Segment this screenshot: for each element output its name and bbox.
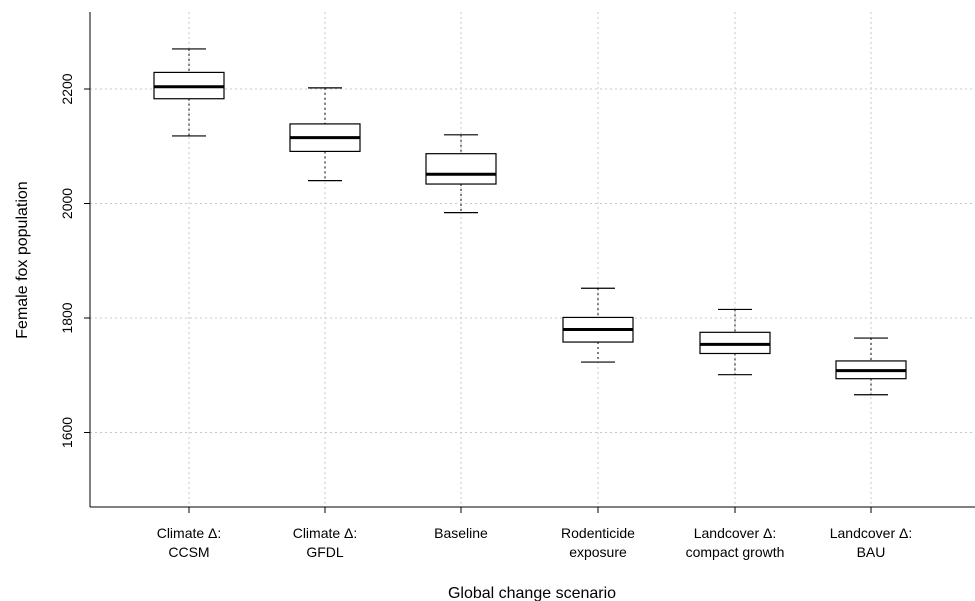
- x-category-label: Rodenticide exposure: [561, 525, 635, 560]
- x-category-label-line: GFDL: [306, 544, 344, 560]
- x-category-label: Landcover Δ: compact growth: [686, 525, 785, 560]
- y-tick-label: 2000: [59, 188, 75, 219]
- iqr-box: [425, 153, 497, 185]
- y-tick-label: 1600: [59, 417, 75, 448]
- box-5: [699, 308, 771, 376]
- x-category-label-line: Landcover Δ:: [830, 525, 913, 541]
- x-category-label: Climate Δ: CCSM: [157, 525, 222, 560]
- axes-layer: 1600 1800 2000 2200: [59, 12, 975, 513]
- x-category-label-line: exposure: [569, 544, 627, 560]
- x-category-label-line: compact growth: [686, 544, 785, 560]
- x-category-label-line: Baseline: [434, 525, 488, 541]
- y-tick-label: 2200: [59, 73, 75, 104]
- x-axis-title: Global change scenario: [448, 585, 616, 601]
- y-axis-title: Female fox population: [14, 181, 31, 338]
- box-2: [289, 87, 361, 182]
- x-category-label: Baseline: [434, 525, 488, 541]
- x-category-label: Landcover Δ: BAU: [830, 525, 913, 560]
- x-category-label-line: Landcover Δ:: [694, 525, 777, 541]
- box-4: [562, 287, 634, 363]
- x-category-label: Climate Δ: GFDL: [293, 525, 358, 560]
- boxes-layer: [153, 48, 907, 396]
- x-category-label-line: Rodenticide: [561, 525, 635, 541]
- x-category-label-line: Climate Δ:: [293, 525, 358, 541]
- box-3: [425, 134, 497, 214]
- x-category-label-line: BAU: [857, 544, 886, 560]
- x-category-label-line: CCSM: [168, 544, 209, 560]
- box-6: [835, 337, 907, 396]
- x-category-label-line: Climate Δ:: [157, 525, 222, 541]
- labels-layer: Climate Δ: CCSM Climate Δ: GFDL Baseline Rode…: [157, 525, 913, 560]
- box-1: [153, 48, 225, 137]
- y-tick-label: 1800: [59, 302, 75, 333]
